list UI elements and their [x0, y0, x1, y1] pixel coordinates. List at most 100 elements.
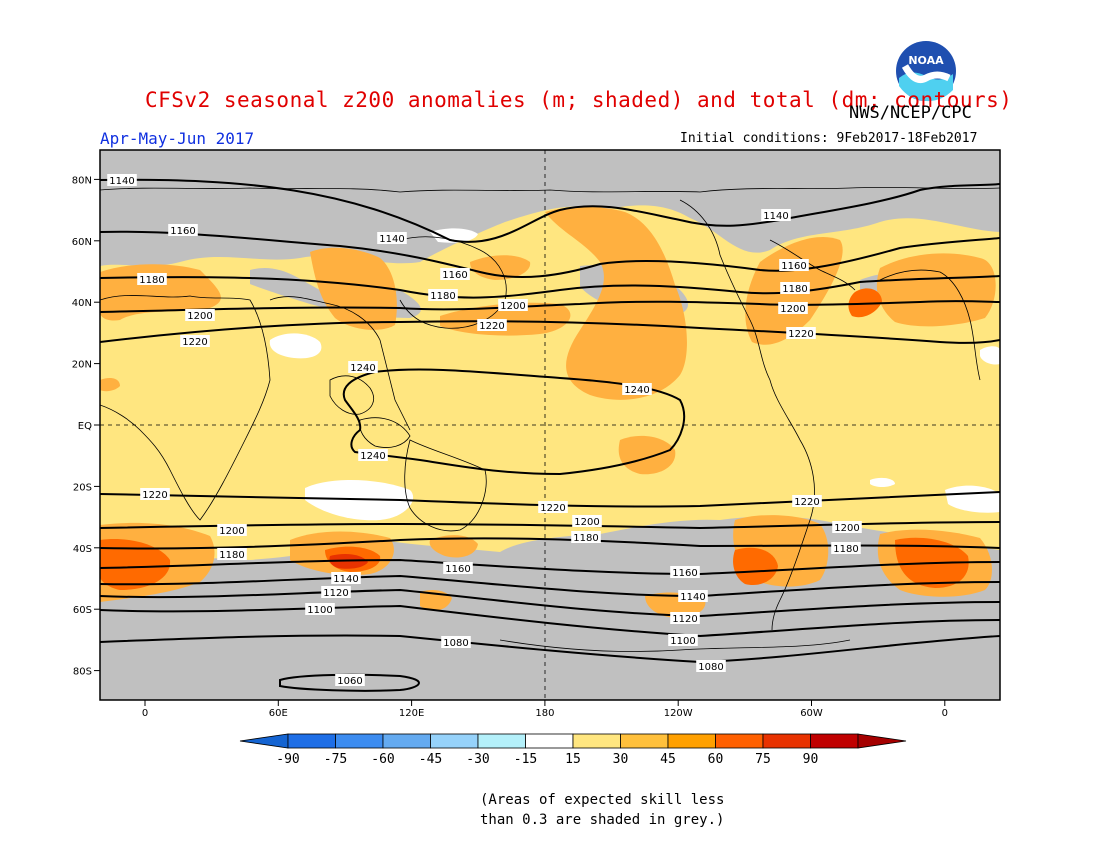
contour-label-bg — [670, 612, 700, 624]
contour-label-bg — [832, 521, 862, 533]
lat-tick-label: 20S — [73, 482, 92, 493]
contour-label-bg — [780, 282, 810, 294]
contour-label-bg — [358, 449, 388, 461]
contour-label-bg — [696, 660, 726, 672]
contour-1220 — [100, 320, 1000, 344]
lat-tick-label: 80S — [73, 667, 92, 678]
contour-label-bg — [440, 268, 470, 280]
contour-1140-north — [100, 178, 1000, 243]
colorbar-label: -45 — [419, 752, 442, 767]
contour-label-bg — [792, 495, 822, 507]
contour-label-bg — [538, 501, 568, 513]
contour-label-bg — [217, 548, 247, 560]
contour-label: 1180 — [833, 544, 858, 555]
contour-label-bg — [668, 634, 698, 646]
contour-label: 1220 — [182, 337, 207, 348]
forecast-period: Apr-May-Jun 2017 — [100, 129, 255, 148]
contour-label: 1080 — [698, 662, 723, 673]
contour-label-bg — [348, 361, 378, 373]
lat-tick-label: 40S — [73, 544, 92, 555]
contour-label-bg — [377, 232, 407, 244]
contour-label-bg — [305, 603, 335, 615]
contour-label-bg — [571, 531, 601, 543]
contour-label-bg — [678, 590, 708, 602]
contour-1140-south — [100, 574, 1000, 598]
colorbar-label: 60 — [708, 752, 724, 767]
colorbar-segment — [335, 733, 384, 749]
contour-label-bg — [779, 259, 809, 271]
lon-tick-label: 0 — [942, 708, 948, 719]
contour-label-bg — [185, 309, 215, 321]
contour-label: 1220 — [479, 321, 504, 332]
lat-tick-label: 60S — [73, 605, 92, 616]
contour-label: 1240 — [360, 451, 385, 462]
footnote-line-2: than 0.3 are shaded in grey.) — [480, 812, 725, 828]
contour-label: 1220 — [540, 503, 565, 514]
contour-label: 1100 — [307, 605, 332, 616]
colorbar-segment — [287, 733, 336, 749]
contour-label-bg — [428, 289, 458, 301]
contour-label-bg — [180, 335, 210, 347]
initial-conditions: Initial conditions: 9Feb2017-18Feb2017 — [680, 131, 978, 146]
contour-label: 1080 — [443, 638, 468, 649]
contour-label: 1200 — [834, 523, 859, 534]
contour-label: 1140 — [379, 234, 404, 245]
contour-1200 — [100, 300, 1000, 313]
colorbar-segment — [715, 733, 764, 749]
coastlines — [100, 187, 1000, 652]
colorbar-label: 15 — [565, 752, 581, 767]
contour-label: 1160 — [781, 261, 806, 272]
contour-label: 1120 — [323, 588, 348, 599]
lon-tick-label: 120W — [664, 708, 693, 719]
contour-label: 1220 — [142, 490, 167, 501]
lat-tick-label: 80N — [72, 175, 92, 186]
contour-label: 1200 — [219, 526, 244, 537]
lat-tick-label: 40N — [72, 298, 92, 309]
contour-label-bg — [107, 174, 137, 186]
colorbar-segment — [762, 733, 811, 749]
contour-label: 1180 — [430, 291, 455, 302]
agency-label: NWS/NCEP/CPC — [849, 103, 972, 123]
lat-tick-label: 60N — [72, 237, 92, 248]
contour-1100 — [100, 604, 1000, 638]
contour-label: 1180 — [139, 275, 164, 286]
skill-footnote: (Areas of expected skill less than 0.3 a… — [480, 790, 724, 830]
contour-label: 1140 — [333, 574, 358, 585]
contour-1180 — [100, 275, 1000, 299]
contour-label: 1160 — [445, 564, 470, 575]
contour-1160 — [100, 230, 1000, 279]
contour-label: 1140 — [680, 592, 705, 603]
contour-label-bg — [217, 524, 247, 536]
contour-label: 1160 — [672, 568, 697, 579]
contour-label-bg — [622, 383, 652, 395]
contour-label: 1060 — [337, 676, 362, 687]
colorbar-segment — [620, 733, 669, 749]
noaa-logo-text: NOAA — [908, 54, 944, 67]
map-panel: 1140 1160 1180 1200 1220 1220 1200 1180 1160 1140… — [100, 150, 1000, 700]
contour-label: 1120 — [672, 614, 697, 625]
colorbar-label: 75 — [755, 752, 771, 767]
lon-tick-label: 120E — [399, 708, 424, 719]
lat-tick-label: EQ — [78, 421, 92, 432]
contour-label-bg — [761, 209, 791, 221]
contour-1060 — [279, 673, 420, 692]
contour-label-bg — [498, 299, 528, 311]
contour-label: 1180 — [219, 550, 244, 561]
colorbar-segment — [382, 733, 431, 749]
colorbar: -90 -75 -60 -45 -30 -15 15 30 45 60 75 90 — [239, 733, 907, 767]
colorbar-label: 30 — [613, 752, 629, 767]
noaa-logo: NOAA — [895, 40, 957, 102]
colorbar-label: -15 — [514, 752, 537, 767]
colorbar-label: -30 — [466, 752, 489, 767]
contour-label-bg — [786, 327, 816, 339]
contour-label: 1200 — [780, 304, 805, 315]
contour-label-bg — [443, 562, 473, 574]
colorbar-label: -60 — [371, 752, 394, 767]
colorbar-label: -75 — [324, 752, 347, 767]
contour-label: 1140 — [763, 211, 788, 222]
contour-label-bg — [572, 515, 602, 527]
contour-label: 1240 — [350, 363, 375, 374]
contour-label-bg — [137, 273, 167, 285]
contour-1160-south — [100, 558, 1000, 576]
contour-label: 1220 — [788, 329, 813, 340]
